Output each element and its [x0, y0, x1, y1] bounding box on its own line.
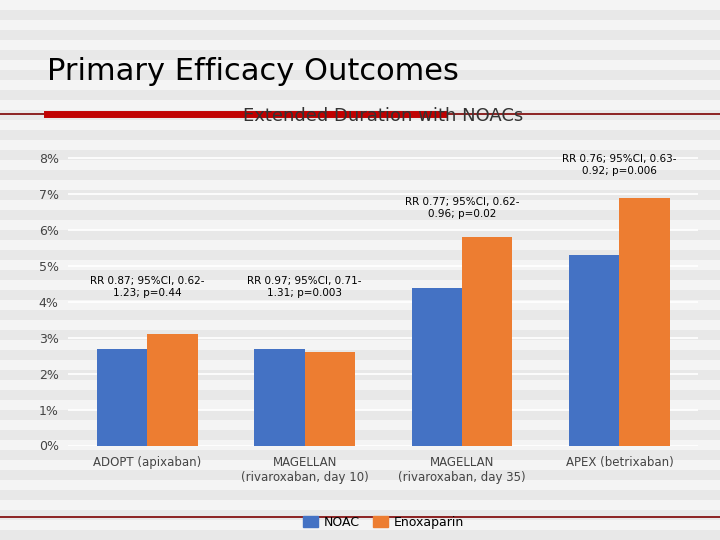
Bar: [0, 200, 720, 210]
Text: RR 0.76; 95%CI, 0.63-
0.92; p=0.006: RR 0.76; 95%CI, 0.63- 0.92; p=0.006: [562, 154, 677, 176]
Bar: [0, 470, 720, 480]
Bar: [0, 290, 720, 300]
Bar: [462, 237, 513, 446]
Bar: [0, 340, 720, 350]
Bar: [0, 320, 720, 330]
Bar: [0, 350, 720, 360]
Bar: [0, 190, 720, 200]
Bar: [0, 70, 720, 80]
Bar: [148, 334, 198, 446]
Bar: [0, 240, 720, 250]
Bar: [0, 220, 720, 230]
Bar: [0, 360, 720, 370]
Bar: [0, 480, 720, 490]
Bar: [0, 210, 720, 220]
Bar: [0, 130, 720, 140]
Bar: [0, 280, 720, 290]
Bar: [0, 230, 720, 240]
Bar: [0, 520, 720, 530]
Bar: [0, 270, 720, 280]
Bar: [0, 180, 720, 190]
Bar: [0, 530, 720, 540]
Bar: [97, 349, 148, 446]
Bar: [0, 120, 720, 130]
Bar: [0, 420, 720, 430]
Bar: [0, 300, 720, 310]
Bar: [0, 50, 720, 60]
Legend: NOAC, Enoxaparin: NOAC, Enoxaparin: [298, 511, 469, 534]
Bar: [0, 140, 720, 150]
Bar: [0, 510, 720, 520]
Bar: [0, 110, 720, 120]
Bar: [0, 430, 720, 440]
Bar: [0, 60, 720, 70]
Bar: [0, 460, 720, 470]
Bar: [0, 30, 720, 40]
Bar: [0, 10, 720, 20]
Bar: [0, 310, 720, 320]
Bar: [0, 100, 720, 110]
Text: RR 0.87; 95%CI, 0.62-
1.23; p=0.44: RR 0.87; 95%CI, 0.62- 1.23; p=0.44: [90, 276, 204, 298]
Title: Extended Duration with NOACs: Extended Duration with NOACs: [243, 107, 523, 125]
Bar: [0, 330, 720, 340]
Bar: [0, 500, 720, 510]
Bar: [0, 20, 720, 30]
Bar: [305, 352, 355, 446]
Bar: [619, 198, 670, 446]
Text: Primary Efficacy Outcomes: Primary Efficacy Outcomes: [47, 57, 459, 86]
Bar: [0, 40, 720, 50]
Bar: [0, 380, 720, 390]
Bar: [0, 80, 720, 90]
Bar: [0, 260, 720, 270]
Bar: [0, 450, 720, 460]
Bar: [0, 410, 720, 420]
Bar: [0, 400, 720, 410]
Bar: [0, 0, 720, 10]
Bar: [254, 349, 305, 446]
Bar: [0, 90, 720, 100]
Bar: [0, 440, 720, 450]
Bar: [0, 390, 720, 400]
Bar: [0, 490, 720, 500]
Bar: [0, 370, 720, 380]
Bar: [412, 287, 462, 446]
Text: RR 0.77; 95%CI, 0.62-
0.96; p=0.02: RR 0.77; 95%CI, 0.62- 0.96; p=0.02: [405, 197, 519, 219]
Bar: [569, 255, 619, 446]
Text: RR 0.97; 95%CI, 0.71-
1.31; p=0.003: RR 0.97; 95%CI, 0.71- 1.31; p=0.003: [248, 276, 362, 298]
Bar: [0, 170, 720, 180]
Bar: [0, 250, 720, 260]
Bar: [0, 150, 720, 160]
Bar: [0, 160, 720, 170]
